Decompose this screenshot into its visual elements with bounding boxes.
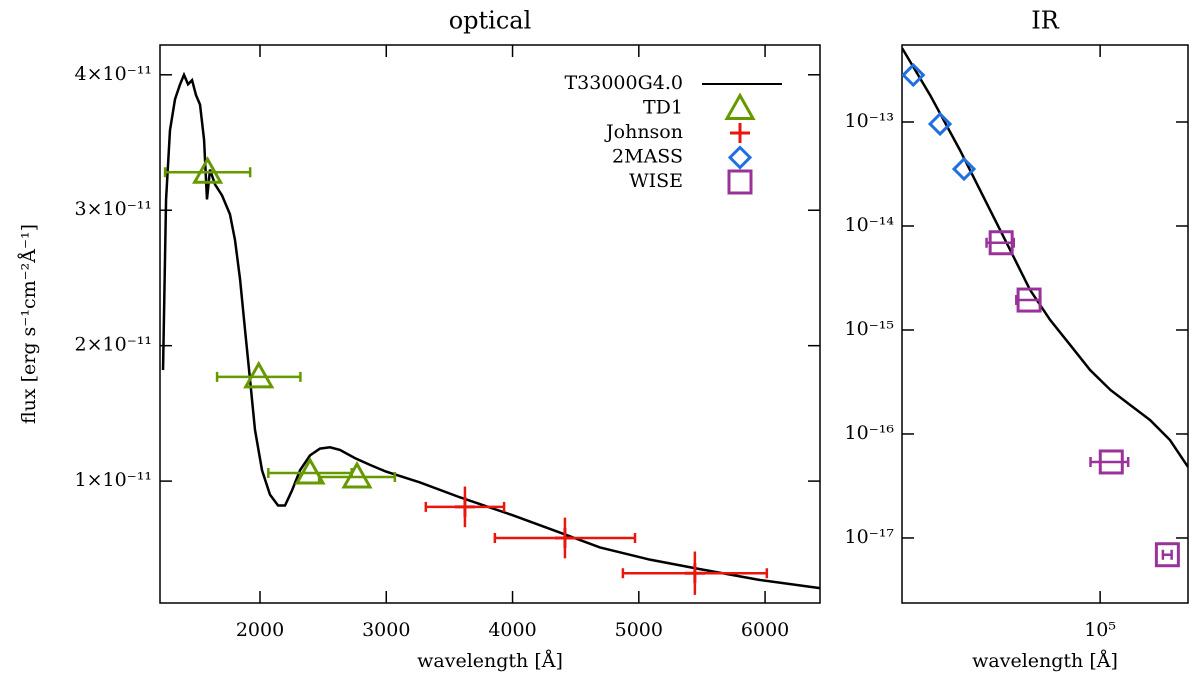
- x-error-bar: [163, 167, 252, 178]
- square-marker: [727, 169, 753, 195]
- x-tick-label: 10⁵: [1084, 619, 1116, 641]
- x-tick-label: 2000: [236, 619, 284, 641]
- legend-label: T33000G4.0: [564, 72, 683, 94]
- x-tick-label: 6000: [741, 619, 789, 641]
- model-line: [902, 47, 1188, 468]
- y-tick-label: 3×10⁻¹¹: [75, 198, 152, 220]
- plot-frame: [901, 44, 1189, 604]
- x-error-bar: [1161, 549, 1173, 560]
- diamond-marker: [927, 111, 953, 137]
- triangle-marker: [724, 92, 756, 120]
- plus-marker: [554, 527, 575, 548]
- x-tick-label: 4000: [488, 619, 536, 641]
- x-error-bar: [1015, 295, 1042, 306]
- x-tick-label: 3000: [362, 619, 410, 641]
- model-line: [161, 71, 820, 590]
- square-marker: [1154, 542, 1180, 568]
- y-tick-label: 10⁻¹⁴: [845, 214, 895, 236]
- diamond-marker: [951, 156, 977, 182]
- x-axis-label: wavelength [Å]: [972, 650, 1118, 672]
- plus-marker: [684, 563, 705, 584]
- square-marker: [988, 230, 1014, 256]
- plot-area: [902, 47, 1188, 568]
- y-tick-label: 10⁻¹⁷: [845, 526, 895, 548]
- y-axis-label: flux [erg s⁻¹cm⁻²Å⁻¹]: [18, 224, 40, 424]
- x-axis-label: wavelength [Å]: [417, 650, 563, 672]
- y-tick-label: 10⁻¹⁶: [845, 422, 895, 444]
- y-tick-label: 10⁻¹³: [845, 110, 894, 132]
- y-tick-label: 2×10⁻¹¹: [75, 334, 152, 356]
- chart-title: optical: [449, 7, 532, 35]
- plot-area: [161, 71, 820, 595]
- x-error-bar: [215, 371, 302, 382]
- legend-label: WISE: [629, 170, 683, 192]
- diamond-marker: [727, 145, 753, 170]
- y-tick-label: 10⁻¹⁵: [845, 318, 894, 340]
- triangle-marker: [192, 156, 224, 184]
- plus-marker: [454, 496, 475, 517]
- triangle-marker: [294, 456, 326, 485]
- legend-label: TD1: [643, 97, 683, 119]
- legend-label: 2MASS: [612, 146, 683, 168]
- legend-label: Johnson: [604, 121, 683, 143]
- x-error-bar: [317, 472, 397, 483]
- square-marker: [1016, 287, 1042, 313]
- square-marker: [1098, 449, 1124, 475]
- plot-frame: [159, 44, 821, 604]
- diamond-marker: [902, 62, 926, 88]
- triangle-marker: [243, 360, 275, 389]
- chart-title: IR: [1031, 7, 1059, 35]
- y-tick-label: 4×10⁻¹¹: [75, 63, 152, 85]
- plus-marker: [730, 123, 750, 143]
- x-tick-label: 5000: [615, 619, 663, 641]
- triangle-marker: [341, 460, 373, 489]
- y-tick-label: 1×10⁻¹¹: [75, 469, 152, 491]
